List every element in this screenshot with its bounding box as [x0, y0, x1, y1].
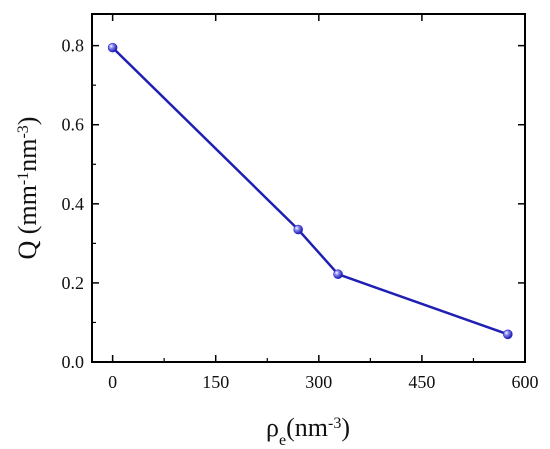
x-axis-title: ρe(nm-3)	[266, 413, 350, 449]
y-tick-label: 0.4	[62, 194, 85, 214]
series-line	[111, 46, 509, 336]
y-tick-label: 0.2	[62, 273, 85, 293]
data-point	[333, 269, 343, 280]
data-point	[293, 224, 303, 235]
x-axis-title-close: )	[341, 413, 350, 442]
y-axis-title-mid: nm	[13, 139, 42, 172]
x-axis-ticks: 0 150 300 450 600	[108, 14, 539, 392]
x-axis-title-sub: e	[279, 432, 286, 449]
x-axis-title-sup: -3	[328, 415, 341, 432]
y-axis-title-main: Q (mm	[13, 185, 42, 259]
y-axis-title-close: )	[13, 117, 42, 126]
y-axis-title-sup2: -3	[15, 125, 32, 138]
y-axis-title-sup1: -1	[15, 172, 32, 185]
data-point	[503, 329, 513, 340]
x-axis-title-main: ρ	[266, 413, 279, 442]
y-tick-label: 0.0	[62, 352, 85, 372]
data-point	[107, 42, 118, 53]
y-tick-label: 0.6	[62, 115, 85, 135]
x-tick-label: 450	[408, 372, 435, 392]
x-axis-title-unit: (nm	[286, 413, 328, 442]
y-axis-ticks: 0.0 0.2 0.4 0.6 0.8	[62, 36, 525, 372]
y-axis-title: Q (mm-1nm-3)	[13, 117, 42, 260]
y-tick-label: 0.8	[62, 36, 85, 56]
plot-frame	[91, 13, 526, 363]
x-tick-label: 300	[305, 372, 332, 392]
x-tick-label: 150	[202, 372, 229, 392]
x-tick-label: 0	[108, 372, 117, 392]
x-tick-label: 600	[512, 372, 539, 392]
series-group	[107, 42, 513, 340]
